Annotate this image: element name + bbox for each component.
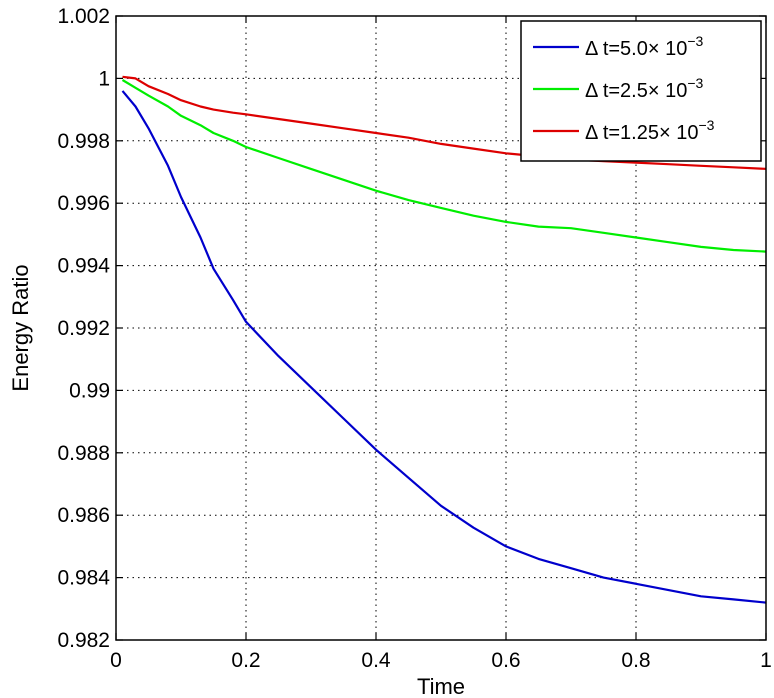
legend-text: Δ t=5.0× 10 bbox=[585, 38, 687, 60]
legend-text: Δ t=1.25× 10 bbox=[585, 122, 698, 144]
x-tick-label: 1 bbox=[760, 649, 772, 672]
axis-ticks: 0 0.2 0.4 0.6 0.8 1 0.982 0.984 0.986 0.988 0.99 0.… bbox=[57, 5, 771, 672]
y-tick-label: 0.994 bbox=[57, 255, 110, 278]
x-axis-label: Time bbox=[417, 674, 465, 698]
x-tick-label: 0.2 bbox=[231, 649, 260, 672]
legend: Δ t=5.0× 10−3Δ t=2.5× 10−3Δ t=1.25× 10−3 bbox=[520, 20, 762, 162]
legend-label-2: Δ t=1.25× 10−3 bbox=[585, 117, 715, 144]
series-line-0 bbox=[121, 90, 767, 604]
legend-exponent: −3 bbox=[687, 33, 703, 49]
y-tick-label: 1.002 bbox=[57, 5, 110, 28]
y-tick-label: 1 bbox=[98, 67, 110, 90]
x-tick-label: 0.8 bbox=[621, 649, 650, 672]
y-tick-label: 0.99 bbox=[69, 379, 110, 402]
y-axis-label: Energy Ratio bbox=[8, 264, 33, 391]
series-lines bbox=[121, 75, 767, 604]
series-line-2 bbox=[122, 75, 767, 170]
legend-label-1: Δ t=2.5× 10−3 bbox=[585, 75, 704, 102]
series-line-1 bbox=[121, 79, 767, 253]
y-tick-label: 0.988 bbox=[57, 442, 110, 465]
legend-box bbox=[520, 20, 762, 162]
legend-exponent: −3 bbox=[687, 75, 703, 91]
x-tick-label: 0 bbox=[110, 649, 122, 672]
y-tick-label: 0.984 bbox=[57, 567, 110, 590]
y-tick-label: 0.992 bbox=[57, 317, 110, 340]
y-tick-label: 0.986 bbox=[57, 504, 110, 527]
x-tick-label: 0.4 bbox=[361, 649, 391, 672]
grid bbox=[116, 16, 766, 640]
y-tick-label: 0.996 bbox=[57, 192, 110, 215]
y-tick-label: 0.982 bbox=[57, 629, 110, 652]
legend-label-0: Δ t=5.0× 10−3 bbox=[585, 33, 704, 60]
legend-exponent: −3 bbox=[698, 117, 714, 133]
legend-text: Δ t=2.5× 10 bbox=[585, 80, 687, 102]
y-tick-label: 0.998 bbox=[57, 130, 110, 153]
x-tick-label: 0.6 bbox=[491, 649, 520, 672]
